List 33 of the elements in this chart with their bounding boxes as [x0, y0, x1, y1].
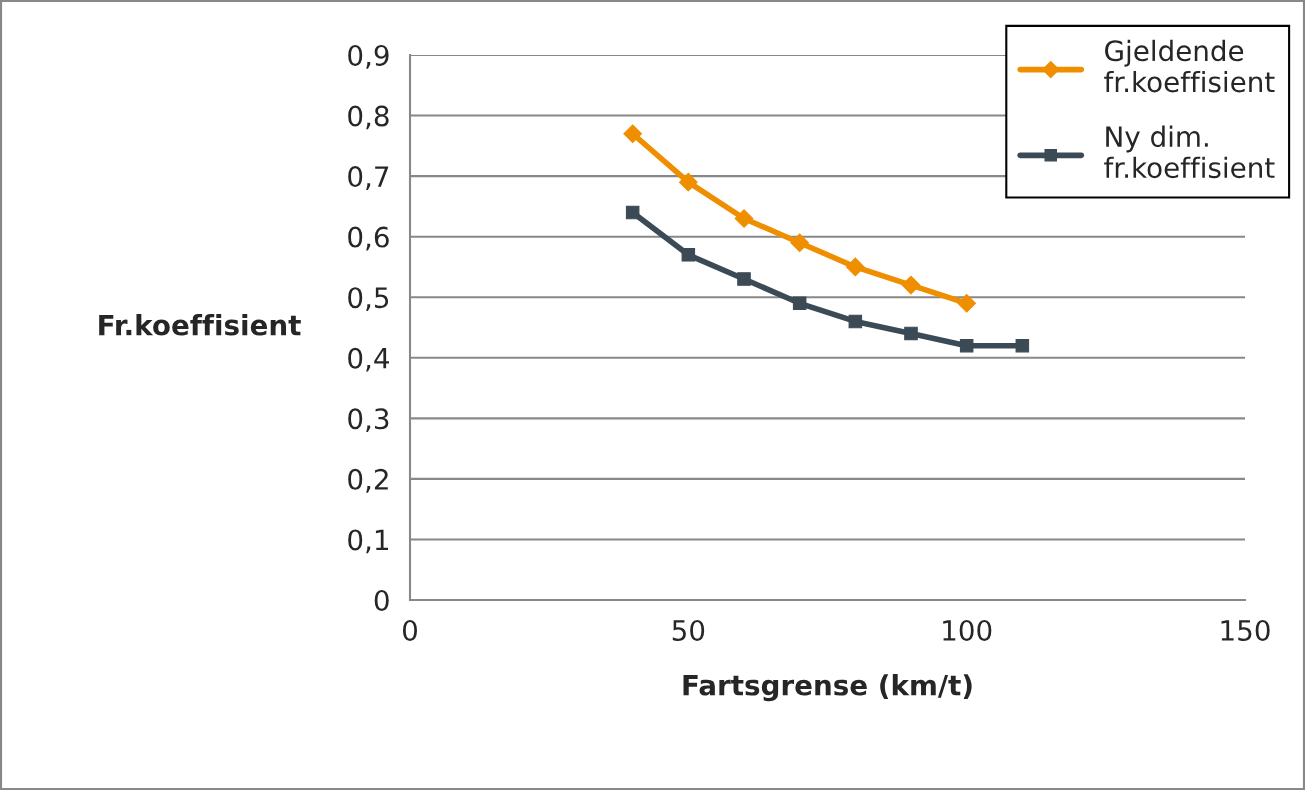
x-tick-label: 100	[943, 619, 992, 641]
x-tick-label: 150	[1221, 619, 1270, 641]
x-tick-label: 0	[402, 619, 417, 641]
legend-label: Ny dim. fr.koeffisient	[1104, 125, 1275, 179]
y-tick-label: 0,1	[348, 529, 388, 554]
y-tick-label: 0,6	[348, 226, 389, 251]
point	[678, 172, 698, 192]
point	[792, 296, 807, 311]
point	[737, 272, 751, 286]
point	[623, 124, 643, 144]
y-tick-label: 0,3	[348, 408, 389, 433]
point	[957, 293, 977, 313]
x-tick-label: 50	[672, 619, 705, 641]
point	[1015, 338, 1030, 353]
point	[904, 326, 918, 341]
y-tick-label: 0,8	[348, 105, 389, 130]
y-tick-label: 0,4	[348, 347, 389, 372]
point	[790, 233, 810, 253]
point	[625, 205, 640, 220]
point	[959, 338, 974, 353]
point	[734, 209, 754, 228]
y-tick-label: 0	[374, 589, 389, 611]
y-tick-label: 0,5	[348, 287, 389, 311]
y-tick-label: 0,7	[348, 166, 389, 190]
y-tick-label: 0,2	[348, 468, 388, 493]
point	[901, 275, 921, 295]
point	[848, 314, 863, 329]
y-axis-title: Fr.koeffisient	[99, 314, 301, 336]
point	[845, 257, 865, 277]
x-axis-title: Fartsgrense (km/t)	[683, 674, 972, 702]
legend-label: Gjeldende fr.koeffisient	[1104, 39, 1275, 93]
point	[681, 248, 696, 262]
y-tick-label: 0,9	[348, 44, 389, 69]
